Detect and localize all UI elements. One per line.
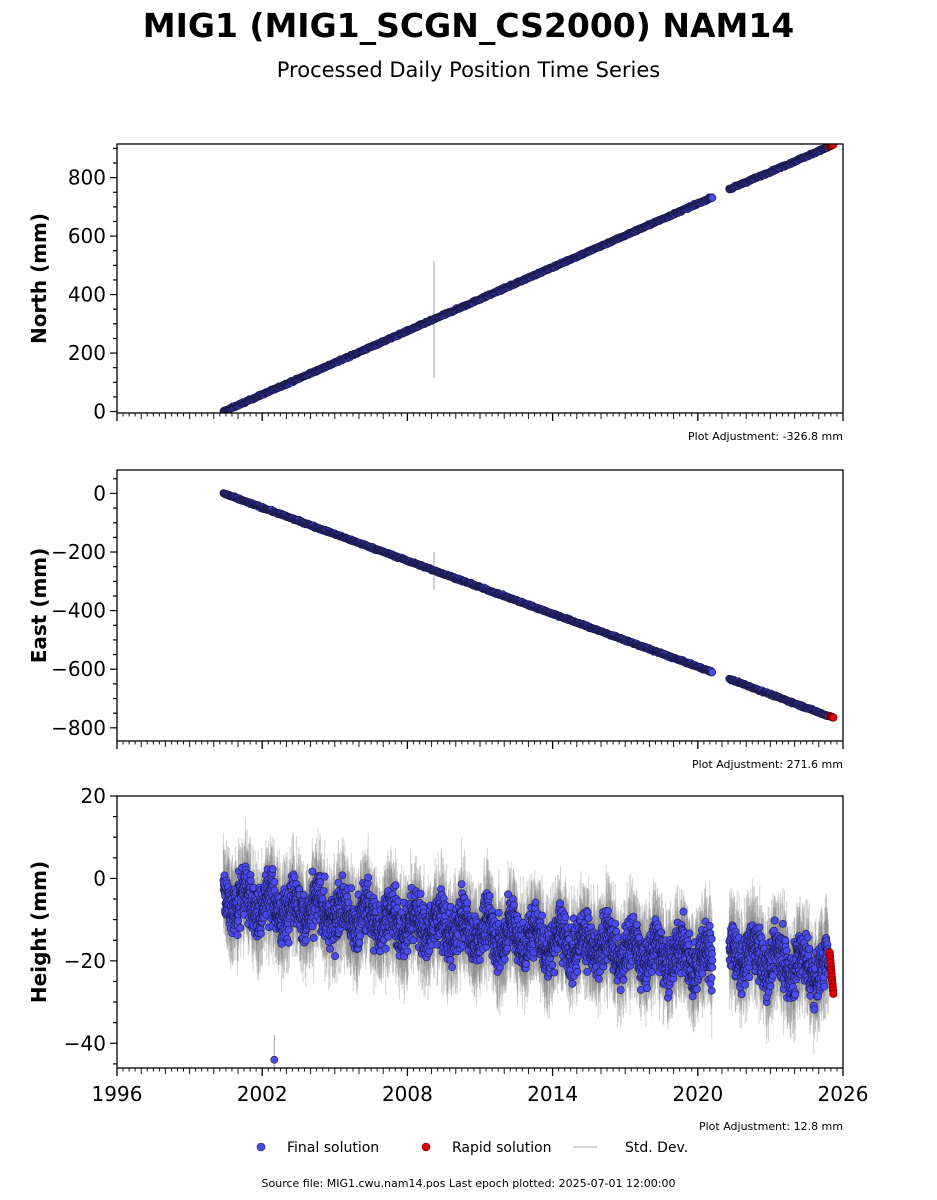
y-tick-label: 400: [68, 283, 106, 307]
y-tick-label: −800: [51, 716, 106, 740]
final-point: [708, 193, 717, 202]
y-tick-label: 800: [68, 166, 106, 190]
panel-2: −800 −600 −400 −200 0 East (mm) Plot Adjustmen…: [27, 469, 844, 771]
y-axis-label: North (mm): [27, 213, 51, 344]
plot-area: [219, 489, 838, 722]
y-tick-label: −200: [51, 540, 106, 564]
final-point: [708, 668, 717, 677]
plot-adjustment-note: Plot Adjustment: -326.8 mm: [688, 430, 843, 443]
final-solution-points: [219, 144, 833, 413]
y-tick-label: −400: [51, 599, 106, 623]
rapid-point: [829, 713, 838, 722]
y-tick-label: 600: [68, 224, 106, 248]
chart-subtitle: Processed Daily Position Time Series: [276, 58, 661, 82]
y-tick-label: −600: [51, 657, 106, 681]
rapid-solution-points: [825, 711, 838, 722]
rapid-solution-points: [825, 144, 838, 151]
plot-area: [219, 144, 838, 413]
axes-frame: [116, 469, 844, 742]
plot-area: [219, 817, 838, 1068]
panel-1: 0 200 400 600 800 North (mm) Plot Adjustment: …: [27, 143, 844, 443]
chart-title: MIG1 (MIG1_SCGN_CS2000) NAM14: [142, 6, 795, 45]
y-tick-label: 0: [93, 400, 106, 424]
plot-adjustment-note: Plot Adjustment: 271.6 mm: [692, 758, 843, 771]
y-tick-label: 0: [93, 481, 106, 505]
y-axis-label: East (mm): [27, 548, 51, 664]
final-solution-points: [219, 489, 833, 721]
y-tick-label: 200: [68, 341, 106, 365]
